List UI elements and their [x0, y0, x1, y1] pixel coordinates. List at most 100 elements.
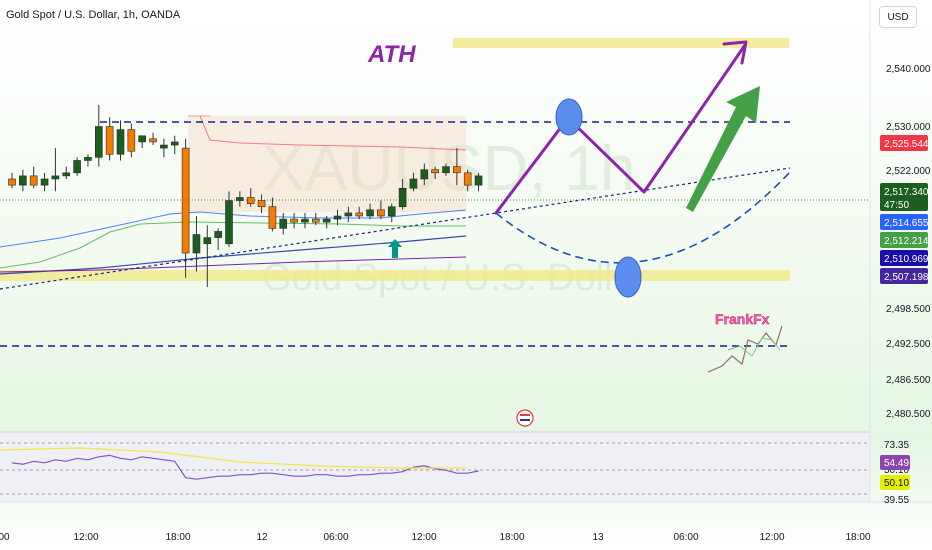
time-tick-label: 00 [0, 532, 10, 543]
candle-body [398, 187, 407, 208]
candle [279, 212, 288, 235]
price-tag [880, 232, 928, 248]
us-event-icon-stripes-2 [520, 419, 530, 421]
price-tag [880, 183, 928, 211]
price-tick-label: 2,540.000 [886, 64, 931, 75]
candle-body [344, 212, 353, 217]
range-upper-band [199, 115, 467, 151]
candle [138, 135, 146, 149]
candle [95, 104, 103, 167]
price-tag-value: 2,514.655 [884, 218, 929, 229]
candle [29, 166, 38, 189]
candle-body [73, 160, 81, 174]
candle-body [420, 169, 429, 180]
candle-body [19, 175, 27, 186]
ath-zone [453, 38, 789, 48]
price-tag [880, 250, 928, 266]
candle-body [8, 178, 16, 186]
candle-body [214, 231, 222, 238]
osc-tag [880, 455, 910, 470]
candle [268, 197, 277, 232]
candle [127, 123, 136, 158]
price-tag-countdown: 47:50 [884, 200, 909, 211]
candle [301, 212, 309, 229]
candle [333, 209, 342, 226]
ma-navy [0, 235, 467, 275]
time-tick-label: 12:00 [759, 532, 784, 543]
candle [203, 225, 212, 287]
candle-body [355, 212, 364, 217]
candle-body [138, 135, 146, 143]
time-tick-label: 12:00 [73, 532, 98, 543]
candle-body [409, 178, 418, 189]
candle [377, 200, 385, 220]
brand-squiggle [707, 325, 783, 373]
candle [105, 117, 114, 161]
candle [40, 172, 49, 192]
ascending-trendline [0, 167, 791, 290]
projection-purple [494, 43, 747, 215]
candle-body [181, 147, 190, 254]
projection-purple-arrowhead [722, 40, 748, 65]
candle [290, 212, 298, 229]
target-circle-top [555, 98, 583, 136]
candle-body [95, 126, 103, 158]
candle [73, 157, 81, 176]
price-tag-value: 2,507.198 [884, 272, 929, 283]
osc-tag-value: 54.49 [884, 458, 909, 469]
candle-body [366, 209, 374, 217]
candle-body [311, 218, 320, 223]
candle [181, 138, 190, 278]
candle [170, 135, 179, 155]
candle-body [301, 218, 309, 223]
price-tick-label: 2,480.500 [886, 409, 931, 420]
candle-body [116, 129, 125, 155]
time-tick-label: 18:00 [499, 532, 524, 543]
price-tick-label: 2,522.000 [886, 166, 931, 177]
time-axis[interactable]: 00 12:00 18:00 12 06:00 12:00 18:00 13 06:00 12:0… [0, 532, 871, 543]
candle-body [246, 197, 255, 204]
candle-body [203, 237, 212, 245]
price-tag-value: 2,525.544 [884, 139, 929, 150]
price-tick-label: 2,498.500 [886, 304, 931, 315]
candle-body [225, 200, 233, 245]
candle [246, 188, 255, 207]
candle-body [431, 169, 439, 174]
chart-title: Gold Spot / U.S. Dollar, 1h, OANDA [6, 9, 181, 21]
candle-body [268, 206, 277, 229]
us-event-icon[interactable] [516, 409, 534, 427]
signal-arrow-icon [388, 239, 402, 258]
time-tick-label: 18:00 [845, 532, 870, 543]
candle [322, 216, 331, 229]
candle [257, 194, 266, 213]
candle-body [170, 141, 179, 146]
candle [431, 166, 439, 179]
ma-purple [0, 256, 467, 273]
candle [51, 148, 60, 192]
time-tick-label: 06:00 [323, 532, 348, 543]
candle-body [105, 126, 114, 155]
candle [453, 148, 461, 186]
candle [409, 172, 418, 192]
candle-body [127, 129, 136, 152]
candle [192, 216, 201, 272]
price-tag [880, 214, 928, 230]
support-zone [0, 270, 790, 281]
osc-tag [880, 475, 910, 490]
price-tag [880, 135, 928, 151]
currency-button[interactable]: USD [879, 6, 917, 28]
green-arrow-icon [686, 86, 760, 212]
oscillator-line [11, 454, 479, 480]
price-tags: 2,525.544 2,517.340 47:50 2,514.655 2,512.21… [880, 135, 929, 284]
oscillator-pane [0, 432, 870, 502]
candle [19, 169, 27, 192]
price-tag-value: 2,512.214 [884, 236, 929, 247]
candle [463, 169, 472, 192]
price-axis[interactable]: 2,540.000 2,530.000 2,522.000 2,498.500 2,49… [886, 64, 931, 420]
candle [442, 163, 450, 176]
candle-body [463, 172, 472, 186]
candle-body [377, 209, 385, 217]
range-box [188, 116, 466, 212]
